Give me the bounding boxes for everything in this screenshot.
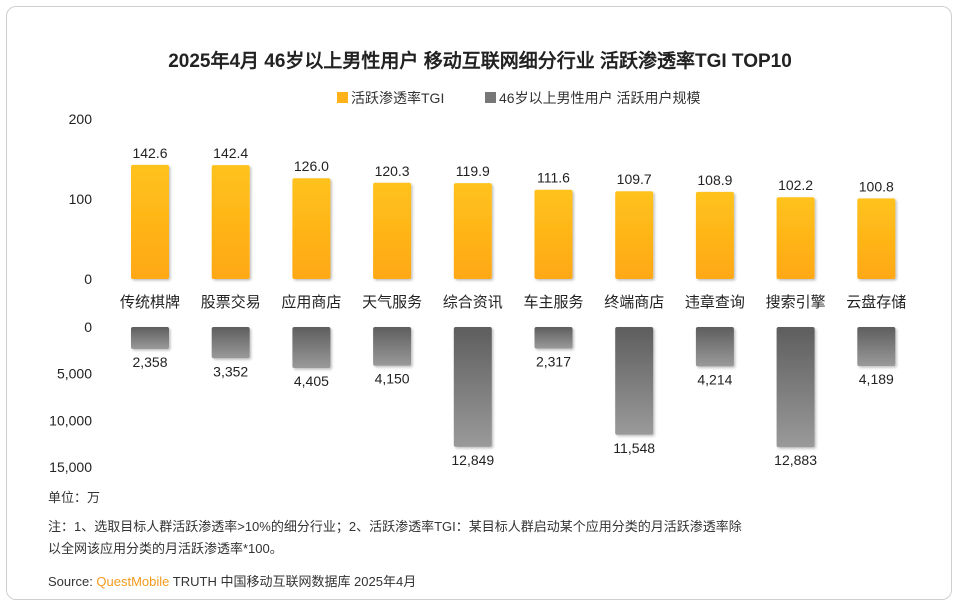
top-tick-label: 100 [69,191,93,207]
user-value-label: 12,883 [774,452,817,468]
top-tick-label: 200 [69,111,93,127]
tgi-bar [292,178,331,279]
legend-swatch-tgi [337,92,348,103]
tgi-bar [373,182,412,279]
category-label: 违章查询 [685,293,745,311]
category-label: 股票交易 [201,293,261,311]
user-bar [453,327,492,447]
bottom-axis-ticks: 0 5,000 10,000 15,000 [49,319,92,475]
user-bar [534,327,573,349]
source-line: Source: QuestMobile TRUTH 中国移动互联网数据库 202… [48,574,416,589]
category-label: 天气服务 [362,294,422,311]
note-line-2: 以全网该应用分类的月活跃渗透率*100。 [48,541,283,556]
user-bar [211,327,250,359]
user-bars: 2,358 3,352 4,405 4,150 12,849 2,317 11,548 4,2… [131,327,896,468]
user-bar [695,327,734,367]
user-value-label: 12,849 [451,452,494,468]
user-value-label: 4,405 [294,373,329,389]
category-label: 应用商店 [281,293,341,311]
user-bar [292,327,331,369]
source-prefix: Source: [48,574,96,589]
tgi-value-label: 142.6 [132,145,167,161]
user-value-label: 3,352 [213,363,248,379]
source-brand: QuestMobile [96,574,169,589]
tgi-bar [534,189,573,279]
user-bar [776,327,815,448]
user-bar [373,327,412,366]
tgi-value-label: 100.8 [859,178,894,194]
user-value-label: 2,358 [132,354,167,370]
user-bar [615,327,654,435]
chart-title: 2025年4月 46岁以上男性用户 移动互联网细分行业 活跃渗透率TGI TOP… [168,49,792,72]
category-label: 云盘存储 [846,293,906,311]
user-value-label: 4,150 [375,371,410,387]
tgi-value-label: 120.3 [375,163,410,179]
user-value-label: 4,189 [859,371,894,387]
category-labels: 传统棋牌 股票交易 应用商店 天气服务 综合资讯 车主服务 终端商店 违章查询 搜索引擎 云盘存储 [120,293,906,311]
legend-label-tgi: 活跃渗透率TGI [351,90,444,106]
bottom-tick-label: 10,000 [49,412,92,428]
category-label: 车主服务 [523,294,583,311]
tgi-bar [776,197,815,279]
tgi-bar [695,191,734,279]
tgi-bar [453,183,492,279]
category-label: 传统棋牌 [120,294,180,311]
category-label: 综合资讯 [443,294,503,311]
top-axis-ticks: 200 100 0 [69,111,93,287]
category-label: 搜索引擎 [766,294,826,311]
tgi-value-label: 142.4 [213,145,248,161]
user-value-label: 11,548 [613,440,655,456]
category-label: 终端商店 [604,294,664,311]
bottom-tick-label: 15,000 [49,459,92,475]
tgi-value-label: 111.6 [537,170,570,186]
tgi-bar [131,164,169,279]
user-value-label: 4,214 [697,371,732,387]
user-value-label: 2,317 [536,354,571,370]
note-line-1: 注：1、选取目标人群活跃渗透率>10%的细分行业；2、活跃渗透率TGI：某目标人… [48,519,742,535]
tgi-value-label: 119.9 [456,163,490,179]
legend-label-users: 46岁以上男性用户 活跃用户规模 [499,90,700,106]
bottom-tick-label: 0 [84,319,92,335]
source-rest: TRUTH 中国移动互联网数据库 2025年4月 [169,574,416,589]
tgi-bars: 142.6 142.4 126.0 120.3 119.9 111.6 109.7 108.9… [131,145,896,279]
tgi-bar [615,191,654,279]
tgi-value-label: 126.0 [294,158,329,174]
tgi-bar [211,165,250,279]
top-tick-label: 0 [84,271,92,287]
legend-swatch-users [485,92,496,103]
chart-frame [6,6,952,600]
tgi-value-label: 102.2 [778,177,813,193]
tgi-bar [857,198,896,279]
bottom-tick-label: 5,000 [57,366,92,382]
legend: 活跃渗透率TGI 46岁以上男性用户 活跃用户规模 [337,90,700,106]
unit-label: 单位：万 [48,490,100,505]
user-bar [857,327,896,367]
tgi-value-label: 108.9 [697,172,732,188]
user-bar [131,327,169,350]
tgi-value-label: 109.7 [617,171,652,187]
